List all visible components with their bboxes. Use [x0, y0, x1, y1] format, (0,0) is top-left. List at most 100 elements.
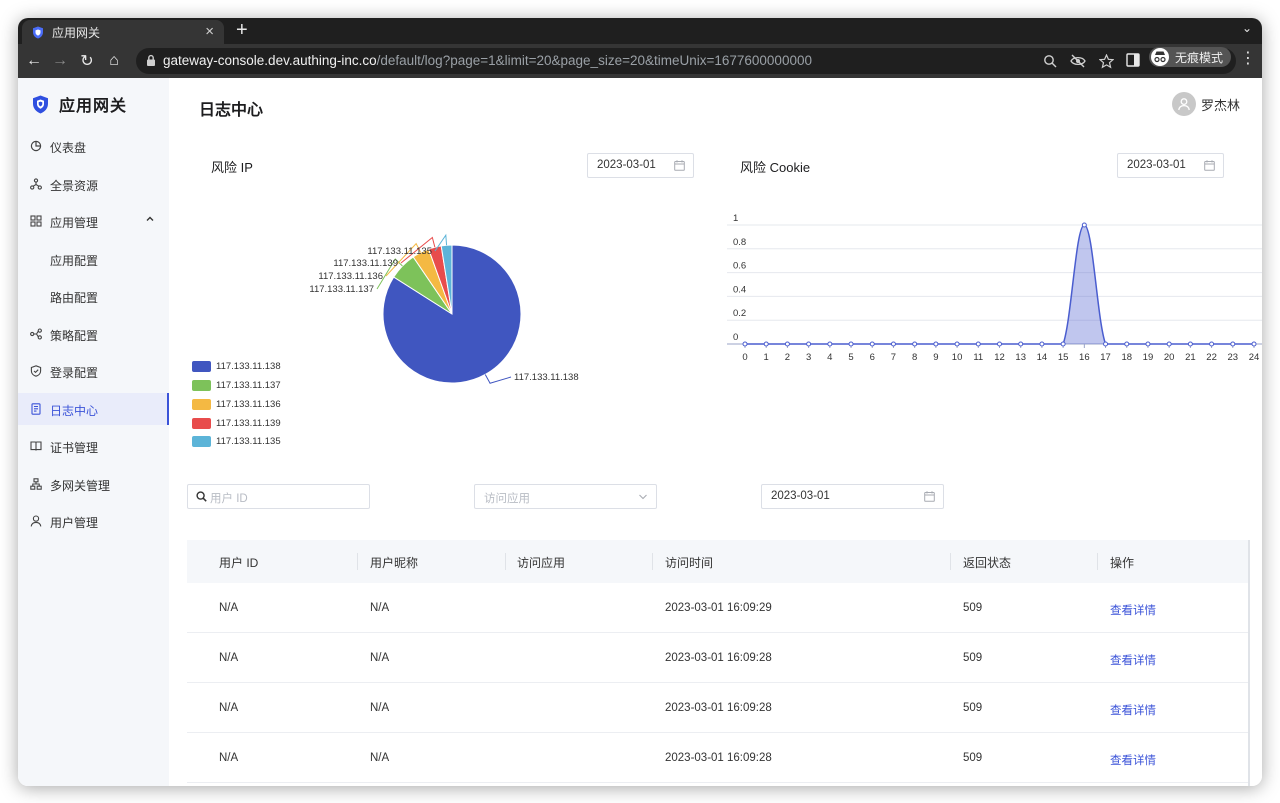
data-point[interactable]	[1039, 341, 1045, 347]
legend-item[interactable]: 117.133.11.135	[192, 436, 281, 447]
table-scrollbar[interactable]	[1248, 540, 1250, 786]
shield-icon	[33, 26, 43, 38]
sidebar-item-log-center[interactable]: 日志中心	[18, 393, 169, 425]
data-point[interactable]	[1124, 341, 1130, 347]
risk-cookie-date-picker[interactable]: 2023-03-01	[1117, 153, 1224, 178]
sidebar-item-user-manage[interactable]: 用户管理	[18, 505, 169, 537]
view-detail-link[interactable]: 查看详情	[1110, 705, 1156, 717]
multi-gateway-icon	[30, 478, 42, 490]
data-point[interactable]	[1103, 341, 1109, 347]
data-point[interactable]	[763, 341, 769, 347]
sidebar-item-route-config[interactable]: 路由配置	[18, 280, 169, 312]
pie-label-line	[376, 258, 403, 290]
x-tick-label: 0	[742, 352, 747, 363]
view-detail-link[interactable]: 查看详情	[1110, 755, 1156, 767]
tracking-blocked-icon[interactable]	[1069, 52, 1087, 70]
pie-slice-label: 117.133.11.135	[367, 246, 432, 257]
data-point[interactable]	[827, 341, 833, 347]
data-point[interactable]	[1166, 341, 1172, 347]
log-date-picker[interactable]: 2023-03-01	[761, 484, 944, 509]
user-menu[interactable]: 罗杰林	[1171, 92, 1240, 116]
sidebar-item-resources[interactable]: 全景资源	[18, 168, 169, 200]
cell-status: 509	[963, 602, 983, 614]
column-header: 返回状态	[963, 556, 1012, 570]
sidebar-item-app-manage[interactable]: 应用管理	[18, 205, 169, 237]
bookmark-star-icon[interactable]	[1097, 52, 1115, 70]
forward-button[interactable]: →	[52, 52, 68, 69]
pie-label-line	[434, 233, 448, 252]
incognito-badge[interactable]: 无痕模式	[1149, 47, 1231, 67]
data-point[interactable]	[912, 341, 918, 347]
lock-icon	[147, 54, 155, 66]
side-panel-icon[interactable]	[1126, 53, 1140, 67]
incognito-label: 无痕模式	[1175, 50, 1224, 65]
data-point[interactable]	[1081, 222, 1087, 228]
app-select[interactable]: 访问应用	[474, 484, 657, 509]
sidebar-item-cert[interactable]: 证书管理	[18, 430, 169, 462]
zoom-icon[interactable]	[1041, 52, 1059, 70]
sidebar-item-label: 日志中心	[50, 404, 99, 418]
dashboard-icon	[30, 140, 42, 152]
risk-cookie-area-chart: 00.20.40.60.810 1 2 3 4 5 6 7 8 9 10 11 12 13 14 15 16 17…	[727, 213, 1262, 363]
home-button[interactable]: ⌂	[109, 52, 119, 69]
login-icon	[30, 365, 42, 377]
chevron-up-icon[interactable]	[145, 214, 155, 224]
user-id-search-input[interactable]: 用户 ID	[187, 484, 370, 509]
data-point[interactable]	[997, 341, 1002, 347]
app: 应用网关 仪表盘 全景资源 应用管理 应用配置 路由配置	[18, 78, 1262, 786]
cell-nickname: N/A	[370, 652, 390, 664]
table-header: 用户 ID 用户昵称 访问应用 访问时间 返回状态 操作	[187, 540, 1249, 583]
data-point[interactable]	[1230, 341, 1236, 347]
column-divider	[1097, 553, 1098, 570]
x-tick-label: 15	[1058, 352, 1069, 363]
address-bar[interactable]: gateway-console.dev.authing-inc.co/defau…	[136, 48, 1236, 74]
data-point[interactable]	[933, 341, 939, 347]
data-point[interactable]	[975, 341, 981, 347]
data-point[interactable]	[848, 341, 854, 347]
pie-slice[interactable]	[440, 244, 453, 315]
tab-search-button[interactable]: ⌄	[1241, 21, 1252, 35]
data-point[interactable]	[1018, 341, 1024, 347]
data-point[interactable]	[1145, 341, 1151, 347]
data-point[interactable]	[954, 341, 960, 347]
user-id-placeholder: 用户 ID	[210, 493, 248, 505]
sidebar-item-app-config[interactable]: 应用配置	[18, 243, 169, 275]
omnibox-actions	[1041, 52, 1115, 70]
view-detail-link[interactable]: 查看详情	[1110, 605, 1156, 617]
browser-tab[interactable]: 应用网关 ×	[22, 20, 224, 44]
sidebar-item-label: 路由配置	[50, 291, 99, 305]
reload-button[interactable]: ↻	[80, 53, 94, 70]
user-icon	[30, 515, 42, 527]
back-button[interactable]: ←	[26, 52, 42, 69]
sidebar-item-login[interactable]: 登录配置	[18, 355, 169, 387]
cert-icon	[30, 441, 42, 451]
view-detail-link[interactable]: 查看详情	[1110, 655, 1156, 667]
data-point[interactable]	[890, 341, 896, 347]
table-row: N/A N/A 2023-03-01 16:09:29 509 查看详情	[187, 583, 1249, 633]
data-point[interactable]	[1209, 341, 1215, 347]
legend-item[interactable]: 117.133.11.137	[192, 380, 281, 391]
tab-close-icon[interactable]: ×	[205, 23, 214, 40]
data-point[interactable]	[869, 341, 875, 347]
data-point[interactable]	[1251, 341, 1257, 347]
browser-menu-button[interactable]: ⋮	[1240, 50, 1256, 67]
legend-item[interactable]: 117.133.11.139	[192, 418, 281, 429]
legend-item[interactable]: 117.133.11.136	[192, 399, 281, 410]
data-point[interactable]	[806, 341, 812, 347]
new-tab-button[interactable]: +	[236, 19, 248, 41]
y-tick-label: 0.8	[733, 237, 746, 248]
sidebar-item-multi-gateway[interactable]: 多网关管理	[18, 468, 169, 500]
x-tick-label: 23	[1228, 352, 1239, 363]
legend-item[interactable]: 117.133.11.138	[192, 361, 281, 372]
data-point[interactable]	[1060, 341, 1066, 347]
area-fill	[745, 225, 1254, 344]
data-point[interactable]	[742, 341, 748, 347]
brand: 应用网关	[32, 92, 127, 116]
data-point[interactable]	[784, 341, 790, 347]
data-point[interactable]	[1187, 341, 1193, 347]
sidebar-item-policy[interactable]: 策略配置	[18, 318, 169, 350]
risk-ip-date-picker[interactable]: 2023-03-01	[587, 153, 694, 178]
pie-label-line	[400, 236, 436, 264]
y-tick-label: 0.6	[733, 261, 746, 272]
sidebar-item-dashboard[interactable]: 仪表盘	[18, 130, 169, 162]
